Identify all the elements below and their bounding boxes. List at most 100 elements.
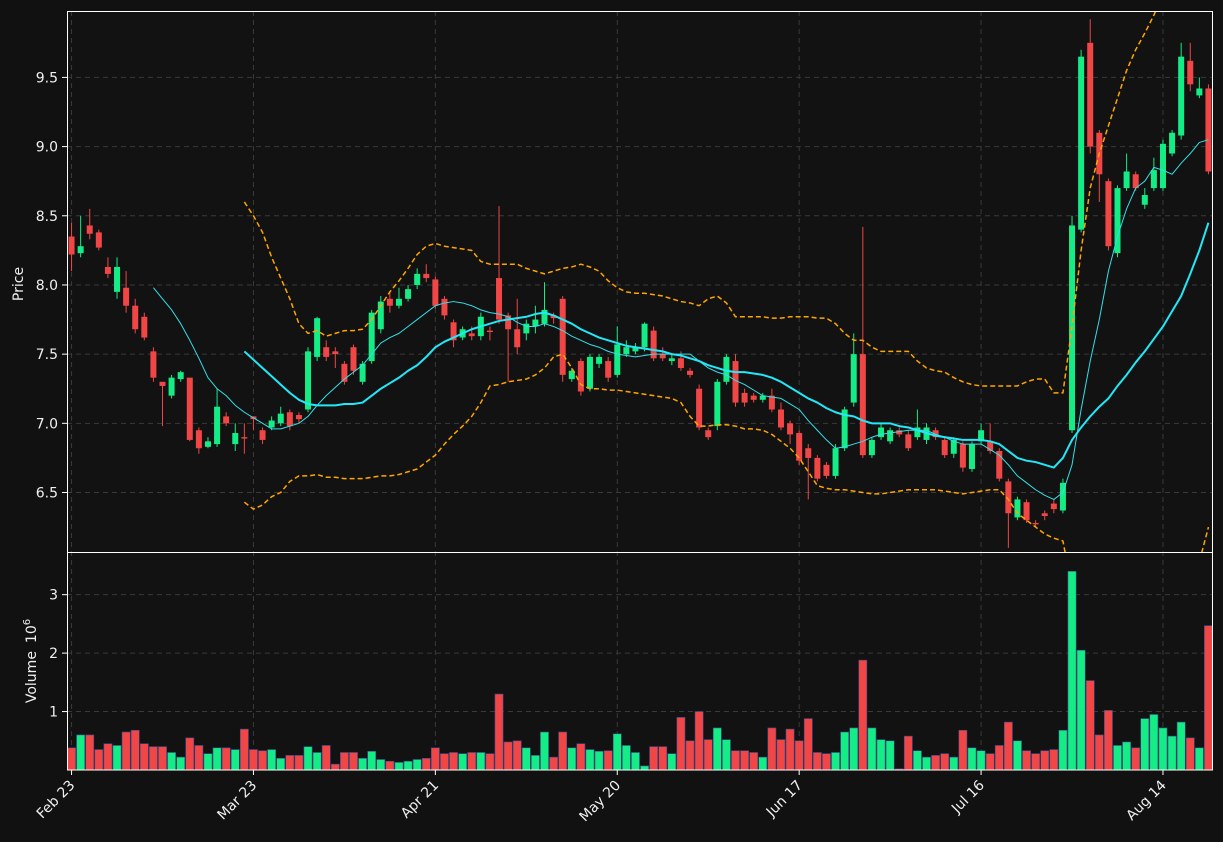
- volume-bar: [85, 734, 95, 770]
- volume-bar: [876, 739, 886, 770]
- y-tick-label: 8.0: [36, 278, 58, 294]
- candle-body: [1205, 88, 1212, 172]
- volume-bar: [913, 750, 922, 770]
- candle-body: [1150, 170, 1157, 189]
- candle-body: [514, 329, 521, 348]
- volume-bar: [194, 745, 204, 770]
- candle-body: [359, 363, 366, 382]
- candle-body: [468, 333, 475, 337]
- volume-bar: [540, 731, 549, 770]
- volume-bar: [1094, 734, 1104, 770]
- volume-bar: [731, 750, 740, 770]
- plot-area: [67, 11, 1213, 770]
- volume-bar: [112, 745, 122, 770]
- candle-body: [314, 318, 321, 357]
- candle-body: [214, 406, 221, 445]
- volume-bar: [512, 740, 522, 770]
- candle-body: [859, 354, 866, 456]
- volume-bar: [958, 729, 968, 770]
- volume-bar: [1158, 727, 1168, 770]
- volume-bar: [185, 737, 195, 770]
- volume-bar: [531, 755, 540, 770]
- candle-body: [768, 395, 775, 410]
- volume-unit-exponent: 6: [22, 619, 33, 625]
- volume-bar: [567, 747, 577, 770]
- candle-body: [1105, 181, 1112, 247]
- candle-body: [668, 358, 675, 362]
- candle-body: [114, 266, 121, 292]
- volume-bar: [303, 746, 313, 770]
- candle-body: [86, 225, 93, 234]
- volume-bar: [685, 740, 695, 770]
- candle-body: [950, 439, 957, 454]
- volume-bar: [176, 756, 186, 770]
- candle-body: [168, 377, 175, 396]
- volume-bar: [758, 756, 768, 770]
- volume-bar: [221, 747, 231, 770]
- volume-bar: [1140, 718, 1150, 770]
- volume-bar: [658, 746, 668, 770]
- volume-bar: [230, 749, 240, 770]
- candle-body: [505, 315, 512, 330]
- volume-bar: [103, 743, 113, 770]
- volume-bar: [631, 752, 640, 770]
- candle-body: [486, 330, 493, 333]
- candle-body: [77, 246, 84, 254]
- candle-body: [1123, 171, 1130, 189]
- volume-bar: [349, 752, 358, 770]
- volume-bar: [940, 753, 950, 770]
- candle-body: [386, 298, 393, 306]
- volume-frame: [67, 552, 1213, 771]
- candle-body: [805, 448, 812, 458]
- candle-body: [1141, 195, 1148, 205]
- y-axis-label: Price: [11, 267, 27, 301]
- candle-body: [104, 266, 111, 274]
- candle-body: [559, 298, 566, 375]
- volume-bar: [340, 752, 349, 770]
- volume-bar: [922, 756, 931, 770]
- y-tick-label: 6.5: [36, 486, 58, 502]
- candle-body: [377, 301, 384, 330]
- candle-body: [878, 427, 885, 438]
- candle-body: [450, 322, 457, 341]
- volume-bar: [467, 752, 477, 770]
- volume-bar: [249, 749, 258, 770]
- volume-bar: [121, 731, 131, 770]
- volume-bar: [1085, 680, 1095, 770]
- volume-axis-label: Volume 106: [22, 619, 40, 703]
- candle-body: [605, 361, 612, 378]
- candle-body: [141, 316, 148, 338]
- price-panel: [68, 11, 1212, 552]
- candle-body: [759, 395, 766, 400]
- candle-body: [832, 448, 839, 476]
- volume-bar: [76, 734, 86, 770]
- volume-bar: [1058, 729, 1068, 770]
- candle-body: [705, 430, 712, 438]
- candle-body: [68, 236, 75, 255]
- candle-body: [959, 444, 966, 468]
- candle-body: [223, 416, 230, 424]
- volume-bar: [1194, 747, 1204, 770]
- candle-body: [568, 370, 575, 380]
- volume-bar: [385, 760, 395, 770]
- candle-body: [787, 423, 794, 435]
- volume-bar: [1049, 749, 1059, 770]
- volume-bar: [139, 743, 149, 770]
- volume-bar: [585, 749, 595, 770]
- volume-bar: [694, 711, 704, 770]
- y-tick-label: 9.0: [36, 140, 58, 156]
- volume-bar: [749, 752, 759, 770]
- candle-body: [232, 433, 239, 445]
- candle-body: [823, 464, 830, 476]
- candle-body: [696, 388, 703, 428]
- candle-body: [659, 354, 666, 359]
- candle-body: [323, 347, 330, 357]
- volume-bar: [130, 729, 140, 770]
- candle-body: [1014, 499, 1021, 518]
- volume-bar: [1031, 753, 1041, 770]
- candle-body: [414, 273, 421, 285]
- candle-body: [796, 433, 803, 461]
- volume-bar: [1131, 747, 1141, 770]
- volume-bar: [767, 727, 777, 770]
- candle-body: [1032, 522, 1039, 525]
